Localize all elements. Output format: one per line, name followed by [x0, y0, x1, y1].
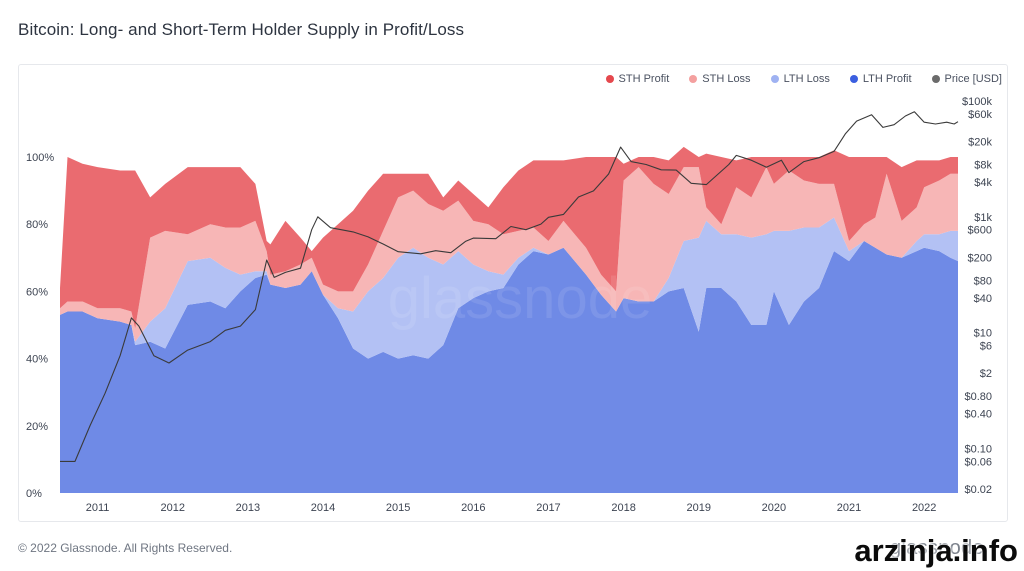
legend-item-lth-profit[interactable]: LTH Profit [849, 73, 912, 85]
y-right-tick-label: $10 [974, 328, 992, 340]
legend-label-sth-profit: STH Profit [618, 73, 670, 85]
footer-copyright: © 2022 Glassnode. All Rights Reserved. [18, 541, 233, 555]
watermark-text: glassnode [388, 266, 652, 331]
y-right-tick-label: $2 [980, 368, 992, 380]
y-left-tick-label: 80% [26, 219, 48, 231]
area-sth-loss [60, 167, 958, 342]
x-tick-label: 2016 [461, 502, 485, 514]
y-right-tick-label: $6 [980, 341, 992, 353]
y-axis-right: $0.02 $0.06$0.10 $0.40 $0.80 $2 $6$10 $40 $80 $2… [962, 96, 992, 496]
y-right-tick-label: $0.06 [964, 456, 992, 468]
y-right-tick-label: $1k [974, 212, 992, 224]
y-left-tick-label: 100% [26, 152, 54, 164]
legend-marker-lth-profit [849, 75, 858, 83]
x-tick-label: 2019 [687, 502, 711, 514]
y-right-tick-label: $80 [974, 275, 992, 287]
legend-item-sth-profit[interactable]: STH Profit [605, 73, 670, 85]
y-right-tick-label: $0.02 [964, 484, 992, 496]
legend-marker-sth-profit [605, 75, 614, 83]
legend-marker-sth-loss [689, 75, 698, 83]
area-lth-profit [60, 241, 958, 493]
legend-item-lth-loss[interactable]: LTH Loss [770, 73, 830, 85]
area-sth-profit [60, 146, 958, 329]
y-right-tick-label: $8k [974, 160, 992, 172]
y-left-tick-label: 20% [26, 421, 48, 433]
area-lth-loss [60, 217, 958, 359]
y-right-tick-label: $4k [974, 177, 992, 189]
y-right-tick-label: $0.80 [964, 391, 992, 403]
legend-item-sth-loss[interactable]: STH Loss [689, 73, 751, 85]
y-axis-left: 0% 20% 40% 60% 80% 100% [26, 152, 54, 500]
y-left-tick-label: 40% [26, 354, 48, 366]
price-line [60, 111, 959, 462]
y-right-tick-label: $40 [974, 293, 992, 305]
page-title: Bitcoin: Long- and Short-Term Holder Sup… [18, 20, 465, 39]
x-tick-label: 2011 [86, 502, 110, 514]
legend-label-lth-profit: LTH Profit [862, 73, 912, 85]
x-tick-label: 2017 [536, 502, 560, 514]
legend-item-price[interactable]: Price [USD] [931, 73, 1002, 85]
site-watermark: arzinja.info [854, 533, 1018, 568]
y-right-tick-label: $0.40 [964, 409, 992, 421]
x-tick-label: 2015 [386, 502, 410, 514]
y-right-tick-label: $100k [962, 96, 992, 108]
legend-marker-lth-loss [770, 75, 779, 83]
x-tick-label: 2018 [611, 502, 635, 514]
x-tick-label: 2020 [762, 502, 786, 514]
x-tick-label: 2021 [837, 502, 861, 514]
legend-label-sth-loss: STH Loss [702, 73, 751, 85]
y-right-tick-label: $0.10 [964, 444, 992, 456]
y-right-tick-label: $60k [968, 109, 992, 121]
y-right-tick-label: $200 [968, 252, 992, 264]
legend-label-lth-loss: LTH Loss [783, 73, 830, 85]
x-tick-label: 2013 [236, 502, 260, 514]
y-left-tick-label: 60% [26, 286, 48, 298]
chart-legend: STH Profit STH Loss LTH Loss LTH Profit … [605, 73, 1002, 85]
price-layer [60, 111, 959, 462]
legend-marker-price [931, 75, 940, 83]
x-tick-label: 2012 [160, 502, 184, 514]
legend-label-price: Price [USD] [944, 73, 1002, 85]
x-tick-label: 2014 [311, 502, 335, 514]
glassnode-logo: glassnode [890, 537, 984, 559]
x-axis: 2011 2012 2013 2014 2015 2016 2017 2018 2019 2020… [86, 502, 937, 514]
area-layers [60, 146, 958, 493]
y-right-tick-label: $600 [968, 225, 992, 237]
x-tick-label: 2022 [912, 502, 936, 514]
y-right-tick-label: $20k [968, 136, 992, 148]
y-left-tick-label: 0% [26, 488, 42, 500]
